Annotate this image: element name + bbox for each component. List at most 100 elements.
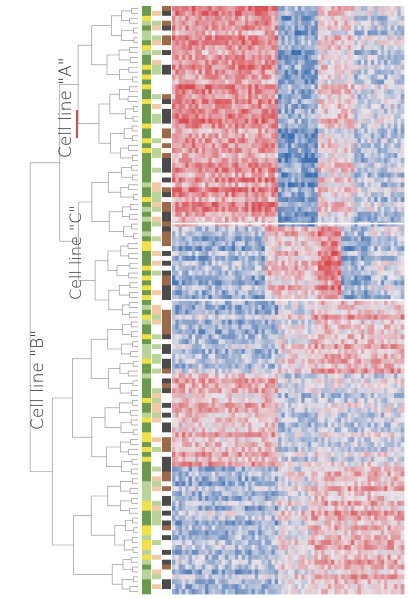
heatmap-cell [231, 290, 236, 296]
heatmap-cell [370, 304, 375, 311]
heatmap-cell [231, 295, 236, 301]
heatmap-cell [374, 304, 378, 311]
heatmap-cell [175, 35, 180, 41]
heatmap-cell [185, 15, 189, 22]
heatmap-cell [244, 255, 249, 262]
heatmap-cell [354, 40, 358, 46]
heatmap-cell [331, 40, 335, 46]
heatmap-cell [211, 55, 216, 61]
heatmap-cell [354, 69, 358, 75]
heatmap-cell [244, 246, 249, 252]
heatmap-cell [341, 260, 345, 267]
heatmap-cell [304, 309, 309, 316]
heatmap-cell [234, 35, 239, 41]
heatmap-cell [337, 15, 342, 22]
heatmap-cell [231, 45, 236, 51]
heatmap-cell [370, 35, 375, 41]
heatmap-cell [254, 280, 259, 286]
heatmap-cell [278, 69, 282, 75]
heatmap-cell [228, 192, 233, 198]
heatmap-cell [254, 192, 259, 198]
heatmap-cell [261, 113, 266, 120]
heatmap-cell [254, 206, 259, 213]
heatmap-cell [228, 319, 233, 325]
heatmap-cell [307, 89, 312, 95]
heatmap-cell [278, 226, 282, 232]
heatmap-cell [268, 153, 272, 159]
row-annotation [162, 300, 171, 306]
heatmap-cell [201, 265, 206, 271]
heatmap-cell [261, 231, 266, 237]
heatmap-cell [341, 104, 345, 110]
heatmap-cell [271, 108, 276, 115]
dendrogram-branch [131, 537, 138, 543]
row-annotation [152, 55, 161, 61]
heatmap-cell [377, 133, 382, 139]
heatmap-cell [228, 309, 233, 316]
row-annotation [162, 309, 171, 315]
heatmap-cell [364, 35, 368, 41]
heatmap-cell [221, 236, 226, 242]
heatmap-cell [307, 241, 312, 247]
heatmap-cell [384, 192, 388, 198]
row-annotation [162, 569, 171, 575]
heatmap-cell [321, 6, 325, 12]
heatmap-cell [288, 157, 292, 164]
heatmap-cell [185, 216, 189, 222]
row-annotation [142, 138, 151, 144]
heatmap-cell [344, 309, 349, 316]
heatmap-cell [364, 123, 368, 129]
heatmap-cell [344, 89, 349, 95]
heatmap-cell [314, 40, 319, 46]
heatmap-cell [228, 246, 233, 252]
heatmap-cell [291, 118, 296, 124]
heatmap-cell [370, 50, 375, 56]
heatmap-cell [238, 50, 242, 56]
heatmap-cell [384, 59, 388, 66]
heatmap-cell [360, 69, 365, 75]
heatmap-cell [241, 241, 246, 247]
heatmap-cell [221, 55, 226, 61]
heatmap-cell [261, 118, 266, 124]
heatmap-cell [218, 59, 223, 66]
heatmap-cell [347, 30, 352, 36]
heatmap-cell [311, 133, 315, 139]
heatmap-cell [271, 157, 276, 164]
heatmap-cell [225, 162, 229, 169]
heatmap-cell [185, 20, 189, 26]
heatmap-cell [317, 40, 322, 46]
heatmap-cell [360, 99, 365, 105]
heatmap-cell [377, 241, 382, 247]
heatmap-cell [274, 182, 279, 188]
heatmap-cell [178, 64, 183, 71]
heatmap-cell [370, 177, 375, 183]
heatmap-cell [211, 79, 216, 85]
heatmap-cell [327, 275, 332, 281]
heatmap-cell [314, 255, 319, 262]
heatmap-cell [311, 192, 315, 198]
heatmap-cell [317, 251, 322, 257]
heatmap-cell [181, 50, 186, 56]
heatmap-cell [258, 118, 262, 124]
heatmap-cell [380, 270, 385, 276]
heatmap-cell [294, 260, 299, 267]
heatmap-cell [205, 304, 209, 311]
heatmap-cell [347, 143, 352, 149]
heatmap-cell [327, 84, 332, 90]
heatmap-cell [221, 314, 226, 320]
heatmap-cell [208, 69, 213, 75]
heatmap-cell [341, 153, 345, 159]
heatmap-cell [175, 177, 180, 183]
heatmap-cell [264, 133, 269, 139]
heatmap-cell [291, 206, 296, 213]
heatmap-cell [301, 50, 305, 56]
heatmap-cell [228, 30, 233, 36]
heatmap-cell [234, 64, 239, 71]
dendrogram-branch [120, 441, 131, 453]
heatmap-cell [297, 6, 302, 12]
heatmap-cell [231, 255, 236, 262]
heatmap-cell [178, 197, 183, 203]
heatmap-cell [370, 187, 375, 193]
heatmap-cell [201, 128, 206, 134]
heatmap-cell [208, 251, 213, 257]
